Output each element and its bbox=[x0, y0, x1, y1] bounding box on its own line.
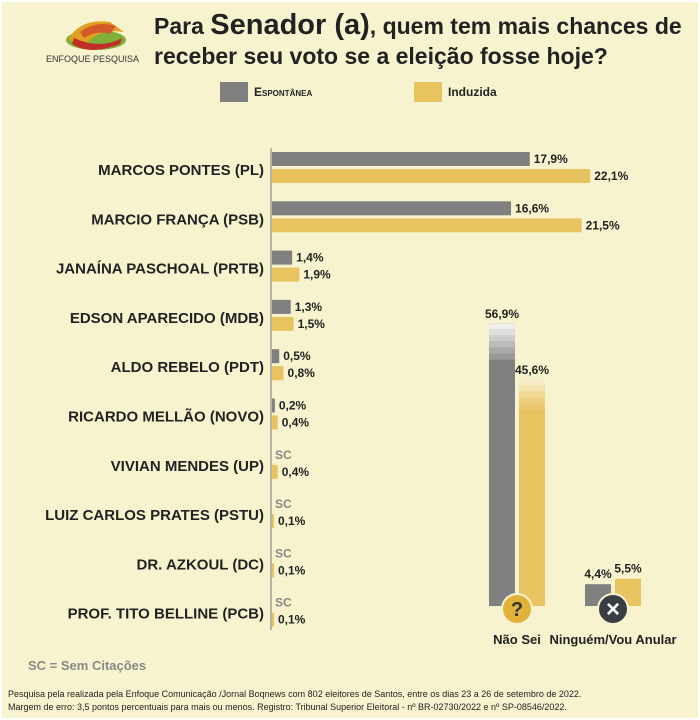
category-label-ricardo-mellao-novo: RICARDO MELLÃO (NOVO) bbox=[68, 408, 264, 426]
data-label-espontanea-edson-aparecido-mdb: 1,3% bbox=[295, 300, 323, 314]
bar-induzida-marcio-franca-psb bbox=[272, 218, 582, 233]
bar-fade-induzida-1 bbox=[519, 385, 545, 392]
bar-fade-espontanea-4 bbox=[489, 347, 515, 354]
category-label-dr-azkoul-dc: DR. AZKOUL (DC) bbox=[137, 556, 265, 573]
data-label-induzida-ninguem-vou-anular: 5,5% bbox=[614, 562, 642, 576]
data-label-induzida-luiz-carlos-prates-pstu: 0,1% bbox=[278, 514, 306, 528]
bar-espontanea-marcos-pontes-pl bbox=[272, 152, 530, 166]
source-note: Pesquisa pela realizada pela Enfoque Com… bbox=[8, 688, 581, 714]
bar-espontanea-edson-aparecido-mdb bbox=[272, 299, 291, 314]
legend-espontanea: Espontânea bbox=[220, 82, 360, 102]
data-label-induzida-marcos-pontes-pl: 22,1% bbox=[594, 169, 628, 183]
bar-induzida-dr-azkoul-dc bbox=[272, 563, 274, 578]
bar-espontanea-aldo-rebelo-pdt bbox=[272, 349, 280, 364]
legend-label-induzida: Induzida bbox=[448, 85, 497, 99]
data-label-induzida-aldo-rebelo-pdt: 0,8% bbox=[288, 366, 316, 380]
title-line2: receber seu voto se a eleição fosse hoje… bbox=[154, 43, 608, 69]
bar-induzida-ricardo-mellao-novo bbox=[272, 415, 278, 430]
bar-fade-espontanea-5 bbox=[489, 353, 515, 360]
data-label-espontanea-marcos-pontes-pl: 17,9% bbox=[534, 152, 568, 166]
source-line-1: Pesquisa pela realizada pela Enfoque Com… bbox=[8, 689, 582, 699]
bar-induzida-aldo-rebelo-pdt bbox=[272, 366, 284, 381]
bar-induzida-janaina-paschoal-prtb bbox=[272, 267, 300, 282]
data-label-espontanea-dr-azkoul-dc: SC bbox=[275, 546, 292, 560]
category-label-edson-aparecido-mdb: EDSON APARECIDO (MDB) bbox=[70, 310, 264, 327]
data-label-induzida-marcio-franca-psb: 21,5% bbox=[586, 218, 620, 232]
title-line1-suffix: , quem tem mais chances de bbox=[369, 13, 682, 39]
data-label-induzida-janaina-paschoal-prtb: 1,9% bbox=[303, 268, 331, 282]
category-label-marcos-pontes-pl: MARCOS PONTES (PL) bbox=[98, 162, 264, 179]
enfoque-logo bbox=[66, 21, 126, 50]
close-icon bbox=[597, 593, 629, 625]
sc-note: SC = Sem Citações bbox=[28, 658, 147, 673]
bar-espontanea-ricardo-mellao-novo bbox=[272, 398, 275, 413]
data-label-espontanea-vivian-mendes-up: SC bbox=[275, 448, 292, 462]
bar-fade-espontanea-1 bbox=[489, 329, 515, 336]
data-label-induzida-dr-azkoul-dc: 0,1% bbox=[278, 563, 306, 577]
category-label-prof-tito-belline-pcb: PROF. TITO BELLINE (PCB) bbox=[68, 606, 264, 623]
bar-fade-induzida-2 bbox=[519, 391, 545, 398]
data-label-espontanea-prof-tito-belline-pcb: SC bbox=[275, 596, 292, 610]
source-line-2: Margem de erro: 3,5 pontos percentuais p… bbox=[8, 702, 567, 712]
chart-title: Para Senador (a), quem tem mais chances … bbox=[154, 10, 694, 71]
legend-induzida: Induzida bbox=[414, 82, 544, 102]
bar-induzida-vivian-mendes-up bbox=[272, 464, 278, 479]
category-label-vivian-mendes-up: VIVIAN MENDES (UP) bbox=[111, 458, 264, 475]
bar-induzida-luiz-carlos-prates-pstu bbox=[272, 514, 274, 529]
question-icon bbox=[501, 593, 533, 625]
logo-text: ENFOQUE PESQUISA bbox=[46, 54, 140, 64]
bar-espontanea-janaina-paschoal-prtb bbox=[272, 250, 293, 265]
legend-swatch-espontanea bbox=[220, 82, 248, 102]
data-label-induzida-nao-sei: 45,6% bbox=[515, 363, 549, 377]
data-label-espontanea-janaina-paschoal-prtb: 1,4% bbox=[296, 251, 324, 265]
category-label-janaina-paschoal-prtb: JANAÍNA PASCHOAL (PRTB) bbox=[56, 261, 264, 278]
bar-fade-espontanea-3 bbox=[489, 341, 515, 348]
data-label-espontanea-aldo-rebelo-pdt: 0,5% bbox=[283, 349, 311, 363]
bar-fade-espontanea-0 bbox=[489, 323, 515, 330]
legend-label-espontanea: Espontânea bbox=[254, 85, 313, 99]
data-label-espontanea-luiz-carlos-prates-pstu: SC bbox=[275, 497, 292, 511]
data-label-induzida-prof-tito-belline-pcb: 0,1% bbox=[278, 613, 306, 627]
data-label-induzida-edson-aparecido-mdb: 1,5% bbox=[298, 317, 326, 331]
bar-fade-induzida-0 bbox=[519, 379, 545, 386]
legend-swatch-induzida bbox=[414, 82, 442, 102]
category-label-ninguem-vou-anular: Ninguém/Vou Anular bbox=[549, 632, 676, 647]
title-prefix: Para bbox=[154, 13, 211, 39]
category-label-marcio-franca-psb: MARCIO FRANÇA (PSB) bbox=[91, 211, 264, 228]
title-highlight: Senador (a) bbox=[210, 9, 370, 41]
bar-induzida-marcos-pontes-pl bbox=[272, 169, 591, 183]
category-label-luiz-carlos-prates-pstu: LUIZ CARLOS PRATES (PSTU) bbox=[45, 507, 264, 524]
data-label-espontanea-ninguem-vou-anular: 4,4% bbox=[584, 567, 612, 581]
bar-espontanea-nao-sei bbox=[489, 323, 515, 606]
data-label-espontanea-ricardo-mellao-novo: 0,2% bbox=[279, 399, 307, 413]
bar-induzida-nao-sei bbox=[519, 379, 545, 606]
bar-espontanea-marcio-franca-psb bbox=[272, 201, 512, 216]
data-label-espontanea-nao-sei: 56,9% bbox=[485, 307, 519, 321]
category-label-aldo-rebelo-pdt: ALDO REBELO (PDT) bbox=[111, 359, 264, 376]
data-label-induzida-vivian-mendes-up: 0,4% bbox=[282, 465, 310, 479]
bar-fade-espontanea-2 bbox=[489, 335, 515, 342]
close-icon-glyph: × bbox=[606, 596, 620, 623]
bar-fade-induzida-3 bbox=[519, 397, 545, 404]
question-icon-glyph: ? bbox=[511, 599, 523, 621]
bar-fade-induzida-4 bbox=[519, 403, 545, 410]
bar-fade-induzida-5 bbox=[519, 409, 545, 416]
data-label-induzida-ricardo-mellao-novo: 0,4% bbox=[282, 416, 310, 430]
data-label-espontanea-marcio-franca-psb: 16,6% bbox=[515, 201, 549, 215]
bar-induzida-edson-aparecido-mdb bbox=[272, 316, 294, 331]
category-label-nao-sei: Não Sei bbox=[493, 632, 541, 647]
bar-induzida-prof-tito-belline-pcb bbox=[272, 612, 274, 627]
